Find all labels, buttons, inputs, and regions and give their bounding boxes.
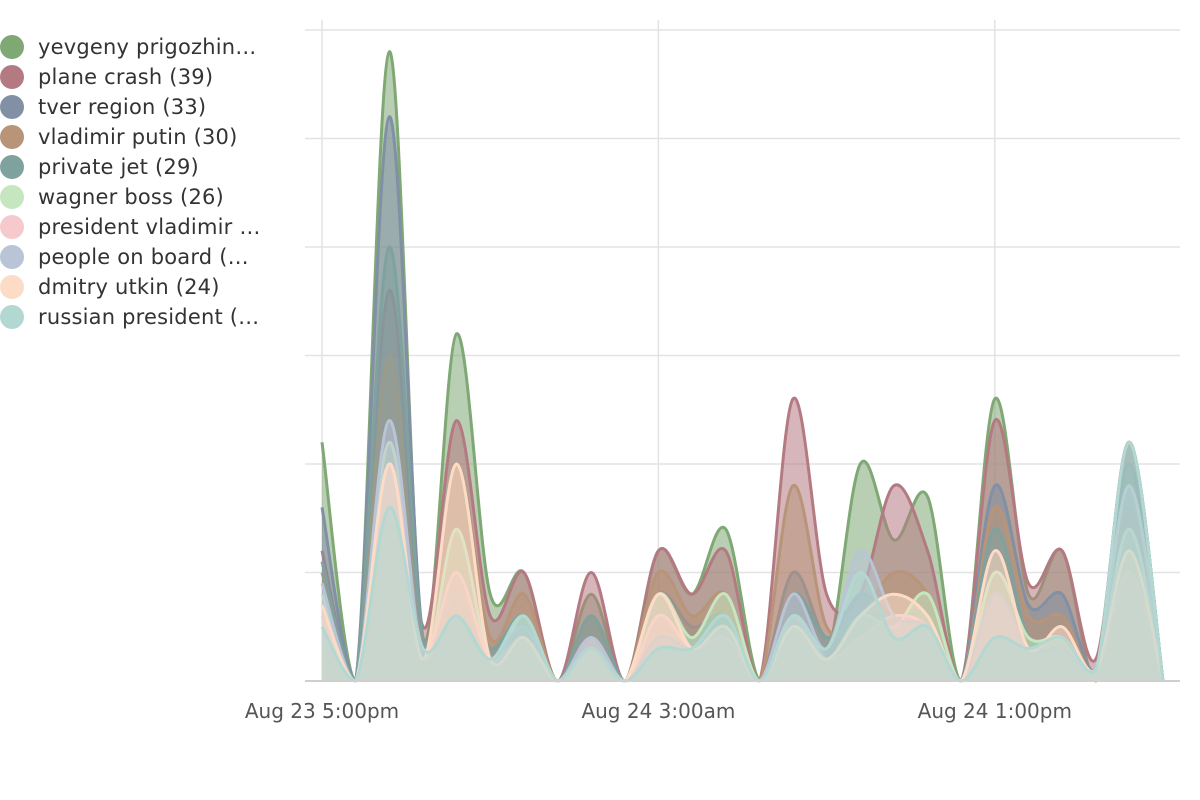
legend-item[interactable]: people on board (…: [0, 242, 300, 272]
legend-item[interactable]: president vladimir …: [0, 212, 300, 242]
legend-item[interactable]: tver region (33): [0, 92, 300, 122]
legend-swatch: [0, 65, 24, 89]
series-line[interactable]: [320, 288, 1165, 683]
legend-label: wagner boss (26): [38, 185, 224, 209]
legend-label: people on board (…: [38, 245, 249, 269]
legend-swatch: [0, 95, 24, 119]
x-axis: Aug 23 5:00pm Aug 24 3:00am Aug 24 1:00pm: [245, 680, 1180, 723]
x-tick-label: Aug 24 3:00am: [581, 699, 735, 723]
x-tick-label: Aug 23 5:00pm: [245, 699, 399, 723]
legend-swatch: [0, 215, 24, 239]
legend-label: private jet (29): [38, 155, 199, 179]
legend-item[interactable]: plane crash (39): [0, 62, 300, 92]
chart-legend: yevgeny prigozhin… plane crash (39) tver r…: [0, 32, 300, 332]
legend-item[interactable]: wagner boss (26): [0, 182, 300, 212]
legend-label: russian president (…: [38, 305, 260, 329]
legend-swatch: [0, 185, 24, 209]
legend-label: yevgeny prigozhin…: [38, 35, 257, 59]
series-line[interactable]: [320, 440, 1165, 683]
legend-swatch: [0, 305, 24, 329]
legend-item[interactable]: vladimir putin (30): [0, 122, 300, 152]
legend-item[interactable]: dmitry utkin (24): [0, 272, 300, 302]
legend-swatch: [0, 35, 24, 59]
legend-label: president vladimir …: [38, 215, 261, 239]
legend-swatch: [0, 125, 24, 149]
legend-label: tver region (33): [38, 95, 207, 119]
legend-label: plane crash (39): [38, 65, 214, 89]
legend-item[interactable]: private jet (29): [0, 152, 300, 182]
legend-swatch: [0, 155, 24, 179]
legend-label: dmitry utkin (24): [38, 275, 220, 299]
legend-swatch: [0, 245, 24, 269]
legend-item[interactable]: yevgeny prigozhin…: [0, 32, 300, 62]
legend-label: vladimir putin (30): [38, 125, 238, 149]
series-areas: [320, 50, 1165, 683]
x-tick-label: Aug 24 1:00pm: [918, 699, 1072, 723]
series-area[interactable]: [322, 442, 1163, 681]
legend-item[interactable]: russian president (…: [0, 302, 300, 332]
series-9[interactable]: [320, 440, 1165, 683]
legend-swatch: [0, 275, 24, 299]
